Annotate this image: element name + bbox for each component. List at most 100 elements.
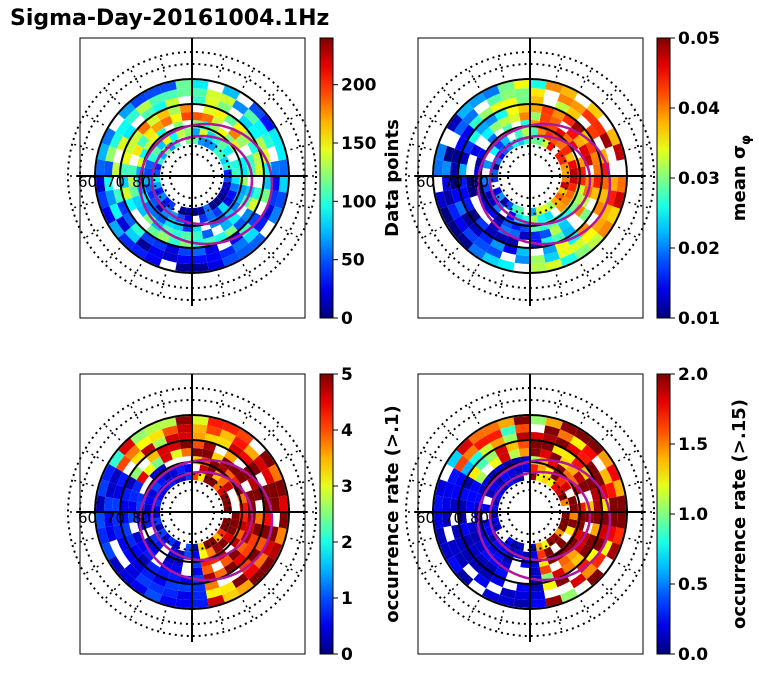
- heatmap-cell: [487, 542, 500, 555]
- colorbar-gradient: [656, 373, 671, 655]
- mlt-grid-line: [580, 599, 593, 620]
- dotted-latitude-circle: [405, 51, 655, 301]
- heatmap-cell: [571, 553, 586, 568]
- heatmap-cell: [514, 87, 530, 98]
- heatmap-cell: [569, 167, 579, 176]
- heatmap-cell: [212, 196, 223, 207]
- colorbar-tick-label: 150: [341, 134, 377, 154]
- heatmap-cell: [155, 201, 167, 213]
- heatmap-cell: [449, 176, 460, 190]
- mlt-grid-line: [580, 263, 593, 284]
- heatmap-cell: [115, 455, 131, 472]
- heatmap-cell: [462, 476, 475, 491]
- heatmap-cell: [572, 470, 586, 484]
- heatmap-cell: [530, 104, 543, 113]
- heatmap-cell: [530, 231, 542, 240]
- polar-panel-4: 60 70 80 0.0 0.5 1.0 1.5 2.0 occurrence rate (>.…: [405, 365, 750, 665]
- heatmap-cell: [109, 203, 123, 220]
- heatmap-cell: [236, 428, 254, 445]
- heatmap-cell: [566, 200, 579, 212]
- heatmap-cell: [572, 540, 586, 554]
- heatmap-cell: [458, 176, 467, 189]
- heatmap-cell: [494, 463, 506, 476]
- heatmap-cell: [192, 262, 209, 272]
- heatmap-cell: [454, 136, 468, 152]
- heatmap-cell: [262, 512, 273, 526]
- heatmap-cell: [513, 80, 530, 90]
- heatmap-cell: [202, 539, 212, 550]
- heatmap-cell: [236, 579, 254, 596]
- oval-boundary-outer: [138, 122, 274, 246]
- heatmap-cell: [197, 542, 206, 552]
- heatmap-cell: [516, 246, 530, 257]
- heatmap-cell: [161, 251, 179, 263]
- heatmap-cell: [557, 245, 574, 259]
- heatmap-cell: [446, 220, 463, 238]
- mlt-grid-line: [103, 87, 121, 105]
- heatmap-cell: [481, 176, 491, 185]
- heatmap-cell: [152, 517, 162, 526]
- heatmap-cell: [530, 416, 547, 426]
- mlt-grid-line: [441, 423, 459, 441]
- heatmap-cell: [560, 252, 578, 267]
- heatmap-cell: [482, 159, 493, 170]
- heatmap-cell: [213, 108, 228, 121]
- heatmap-cell: [468, 450, 484, 466]
- heatmap-cell: [228, 212, 241, 225]
- heatmap-cell: [259, 556, 276, 574]
- heatmap-cell: [122, 212, 137, 228]
- latitude-label: 70: [444, 173, 463, 191]
- heatmap-cell: [201, 113, 214, 124]
- heatmap-cell: [130, 92, 148, 109]
- heatmap-cell: [508, 113, 521, 124]
- heatmap-cell: [530, 551, 539, 561]
- heatmap-cell: [148, 581, 165, 595]
- heatmap-cell: [474, 553, 489, 568]
- heatmap-cell: [586, 568, 604, 586]
- mlt-grid-line: [159, 392, 167, 414]
- heatmap-cell: [518, 448, 530, 457]
- mlt-grid-line: [628, 479, 650, 487]
- heatmap-cell: [453, 119, 469, 136]
- mlt-grid-line: [497, 56, 505, 78]
- heatmap-cell: [469, 144, 482, 157]
- mlt-grid-line: [555, 56, 563, 78]
- heatmap-cell: [446, 114, 463, 132]
- heatmap-cell: [593, 163, 602, 176]
- heatmap-cell: [530, 448, 542, 457]
- heatmap-cell: [161, 532, 172, 543]
- heatmap-cell: [504, 536, 514, 547]
- heatmap-cell: [539, 228, 552, 239]
- heatmap-cell: [571, 456, 586, 471]
- heatmap-cell: [514, 423, 530, 434]
- heatmap-cell: [497, 594, 515, 607]
- heatmap-cell: [234, 134, 248, 148]
- latitude-label: 80: [132, 509, 151, 527]
- heatmap-cell: [481, 548, 494, 561]
- polar-panel-2: 60 70 80 0.01 0.02 0.03 0.04 0.05 mean σφ: [405, 29, 754, 329]
- heatmap-cell: [518, 231, 530, 240]
- heatmap-cell: [530, 463, 539, 473]
- heatmap-cell: [616, 512, 626, 529]
- heatmap-cell: [560, 206, 573, 219]
- heatmap-cell: [567, 518, 578, 529]
- heatmap-cell: [122, 548, 137, 564]
- mlt-grid-line: [242, 599, 255, 620]
- heatmap-cell: [140, 567, 156, 582]
- heatmap-cell: [274, 479, 287, 497]
- mlt-grid-line: [290, 479, 312, 487]
- mlt-grid-line: [129, 68, 142, 89]
- heatmap-cell: [539, 564, 552, 575]
- heatmap-cell: [585, 533, 598, 548]
- heatmap-cell: [96, 159, 106, 176]
- heatmap-cell: [545, 417, 563, 430]
- heatmap-cell: [468, 558, 484, 574]
- heatmap-cell: [535, 206, 544, 216]
- heatmap-cell: [192, 127, 201, 137]
- heatmap-cell: [462, 108, 479, 125]
- heatmap-cell: [435, 527, 448, 545]
- heatmap-cell: [569, 503, 579, 512]
- heatmap-cell: [441, 160, 452, 176]
- heatmap-cell: [212, 206, 223, 218]
- heatmap-cell: [456, 568, 474, 586]
